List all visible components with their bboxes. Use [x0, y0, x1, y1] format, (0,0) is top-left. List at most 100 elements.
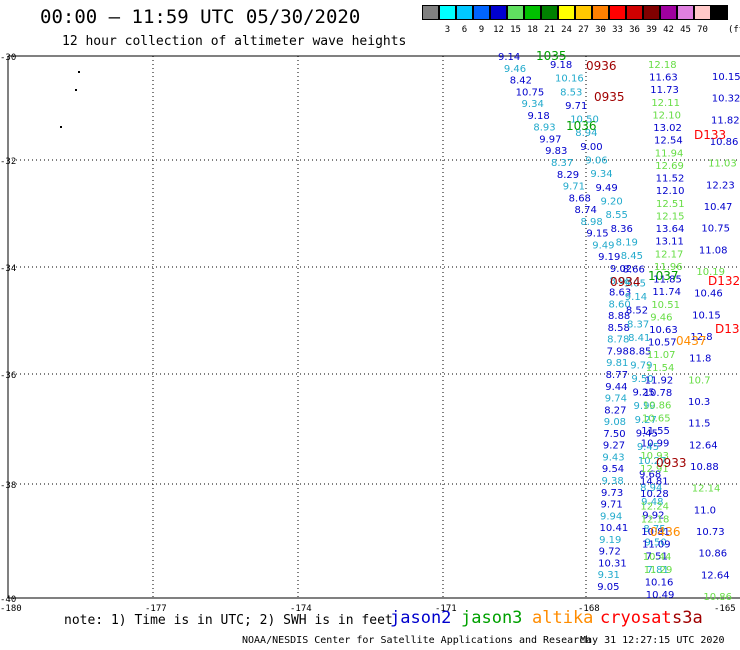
wave-height-value: 9.00 — [580, 142, 602, 153]
track-time-label: D133 — [694, 128, 726, 142]
track-time-label: 0933 — [656, 456, 687, 470]
legend-swatch — [507, 5, 524, 20]
wave-height-value: 10.41 — [600, 523, 629, 534]
legend-label: 18 — [527, 25, 538, 35]
wave-height-value: 8.55 — [606, 210, 628, 221]
wave-height-value: 8.68 — [569, 193, 591, 204]
wave-height-value: 9.34 — [522, 99, 544, 110]
wave-height-value: 8.94 — [640, 483, 662, 494]
wave-height-value: 10.46 — [694, 289, 723, 300]
satellite-altika-label: altika — [532, 608, 594, 628]
wave-height-value: 9.25 — [632, 388, 654, 399]
wave-height-value: 12.8 — [690, 332, 712, 343]
track-time-label: 1035 — [536, 49, 567, 63]
track-time-label: 0934 — [610, 275, 641, 289]
wave-height-value: 10.73 — [696, 527, 725, 538]
lat-tick-label: -36 — [0, 371, 16, 381]
wave-height-value: 12.11 — [651, 98, 680, 109]
wave-height-value: 7.50 — [603, 429, 625, 440]
wave-height-value: 9.38 — [601, 476, 623, 487]
wave-height-value: 9.27 — [603, 441, 625, 452]
legend-label: 45 — [680, 25, 691, 35]
wave-height-value: 8.19 — [616, 237, 638, 248]
legend-label: 39 — [646, 25, 657, 35]
wave-height-value: 10.19 — [696, 267, 725, 278]
wave-height-value: 9.99 — [634, 401, 656, 412]
wave-height-value: 12.14 — [692, 484, 721, 495]
wave-height-value: 10.57 — [648, 338, 677, 349]
wave-height-value: 10.32 — [712, 94, 740, 105]
wave-height-value: 9.15 — [586, 229, 608, 240]
wave-height-value: 13.11 — [655, 237, 684, 248]
wave-height-value: 11.54 — [646, 363, 675, 374]
wave-height-value: 8.98 — [580, 217, 602, 228]
legend-label: 42 — [663, 25, 674, 35]
wave-height-value: 7.51 — [646, 551, 668, 562]
wave-height-value: 10.78 — [644, 388, 673, 399]
wave-height-value: 9.81 — [606, 358, 628, 369]
wave-height-value: 9.06 — [585, 156, 607, 167]
wave-height-value: 9.79 — [630, 360, 652, 371]
wave-height-value: 9.27 — [635, 415, 657, 426]
wave-height-value: 8.74 — [575, 205, 597, 216]
wave-height-value: 9.34 — [590, 169, 612, 180]
wave-height-value: 9.05 — [624, 278, 646, 289]
legend-label: 6 — [461, 25, 468, 35]
lat-tick-label: -30 — [0, 53, 16, 63]
wave-height-value: 12.24 — [640, 502, 669, 513]
lon-tick-label: -165 — [714, 604, 736, 614]
wave-height-value: 11.08 — [699, 245, 728, 256]
wave-height-value: 9.14 — [625, 292, 647, 303]
legend-swatch — [643, 5, 660, 20]
wave-height-value: 9.49 — [595, 183, 617, 194]
wave-height-value: 8.42 — [510, 76, 532, 87]
wave-height-value: 11.8 — [689, 354, 711, 365]
wave-height-value: 11.5 — [688, 419, 710, 430]
wave-height-value: 12.54 — [654, 136, 683, 147]
wave-height-value: 10.27 — [638, 456, 667, 467]
wave-height-value: 10.31 — [598, 558, 627, 569]
wave-height-value: 11.74 — [652, 287, 681, 298]
legend-swatch — [490, 5, 507, 20]
track-time-label: D13 — [715, 322, 740, 336]
wave-height-value: 8.88 — [608, 311, 630, 322]
legend-swatch — [626, 5, 643, 20]
wave-height-value: 12.64 — [689, 440, 718, 451]
wave-height-value: 9.20 — [601, 196, 623, 207]
wave-height-value: 9.71 — [600, 500, 622, 511]
wave-height-value: 11.52 — [656, 174, 685, 185]
wave-height-value: 9.44 — [605, 382, 627, 393]
track-time-label: 1036 — [566, 119, 597, 133]
wave-height-value: 9.19 — [598, 252, 620, 263]
wave-height-value: 9.46 — [504, 64, 526, 75]
wave-height-value: 10.86 — [710, 137, 739, 148]
wave-height-value: 12.10 — [652, 110, 681, 121]
wave-height-value: 8.58 — [608, 323, 630, 334]
wave-height-value: 8.41 — [628, 333, 650, 344]
track-time-label: 0437 — [676, 334, 707, 348]
lon-tick-label: -174 — [290, 604, 312, 614]
legend-label: 70 — [697, 25, 708, 35]
page-subtitle: 12 hour collection of altimeter wave hei… — [62, 34, 407, 49]
wave-height-value: 11.85 — [653, 275, 682, 286]
legend-swatch — [609, 5, 626, 20]
lat-tick-label: -34 — [0, 264, 16, 274]
track-time-label: 1037 — [648, 269, 679, 283]
wave-height-value: 9.46 — [650, 312, 672, 323]
wave-height-value: 9.18 — [527, 111, 549, 122]
wave-height-value: 12.64 — [701, 570, 730, 581]
wave-height-value: 9.94 — [600, 511, 622, 522]
wave-height-value: 8.66 — [623, 265, 645, 276]
wave-height-value: 8.37 — [551, 158, 573, 169]
wave-height-value: 9.74 — [605, 394, 627, 405]
legend-label: 12 — [493, 25, 504, 35]
legend-swatch — [422, 5, 439, 20]
wave-height-value: 8.60 — [609, 299, 631, 310]
page-title: 00:00 – 11:59 UTC 05/30/2020 — [40, 6, 361, 28]
satellite-jason2-label: jason2 — [390, 608, 452, 628]
wave-height-value: 9.49 — [592, 240, 614, 251]
wave-height-value: 11.0 — [694, 505, 716, 516]
wave-height-value: 10.93 — [640, 451, 669, 462]
wave-height-value: 10.28 — [640, 489, 669, 500]
wave-height-value: 8.45 — [621, 251, 643, 262]
